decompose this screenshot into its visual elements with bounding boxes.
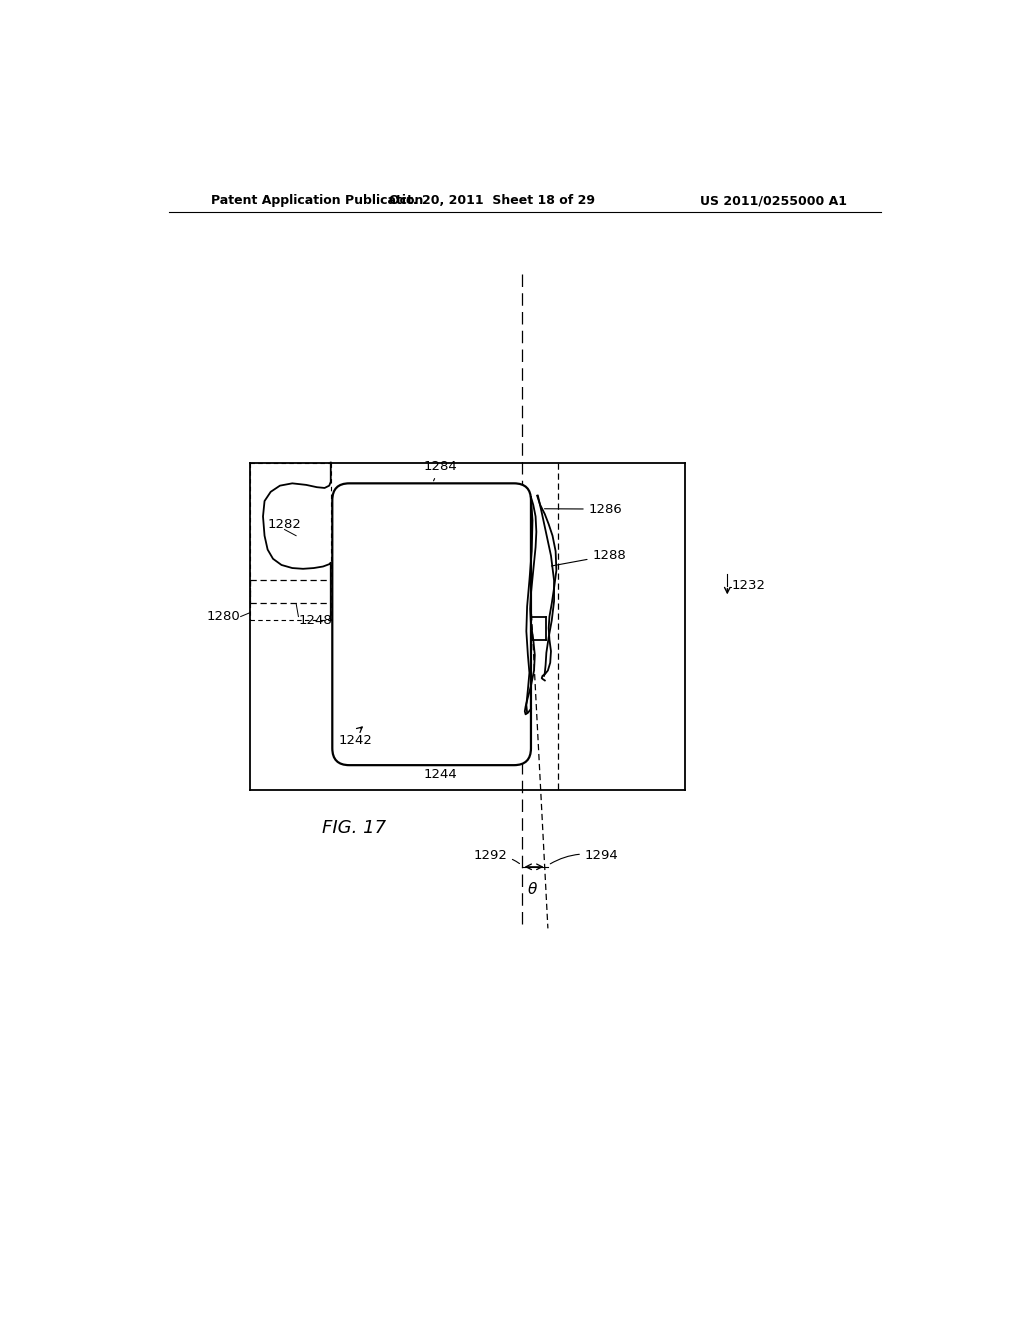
Text: 1284: 1284 bbox=[423, 461, 457, 480]
Text: US 2011/0255000 A1: US 2011/0255000 A1 bbox=[699, 194, 847, 207]
Text: 1280: 1280 bbox=[206, 610, 240, 623]
Text: 1282: 1282 bbox=[267, 517, 301, 531]
Text: $\theta$: $\theta$ bbox=[527, 880, 538, 896]
Text: 1292: 1292 bbox=[473, 849, 519, 863]
Text: 1242: 1242 bbox=[339, 727, 373, 747]
Text: FIG. 17: FIG. 17 bbox=[322, 820, 386, 837]
Text: 1232: 1232 bbox=[731, 579, 765, 593]
FancyBboxPatch shape bbox=[333, 483, 531, 766]
Text: 1294: 1294 bbox=[550, 849, 618, 863]
Text: 1244: 1244 bbox=[423, 766, 457, 781]
Text: 1286: 1286 bbox=[545, 503, 623, 516]
Text: 1288: 1288 bbox=[551, 549, 627, 566]
Text: 1248: 1248 bbox=[298, 614, 332, 627]
Text: Patent Application Publication: Patent Application Publication bbox=[211, 194, 424, 207]
Text: Oct. 20, 2011  Sheet 18 of 29: Oct. 20, 2011 Sheet 18 of 29 bbox=[389, 194, 596, 207]
